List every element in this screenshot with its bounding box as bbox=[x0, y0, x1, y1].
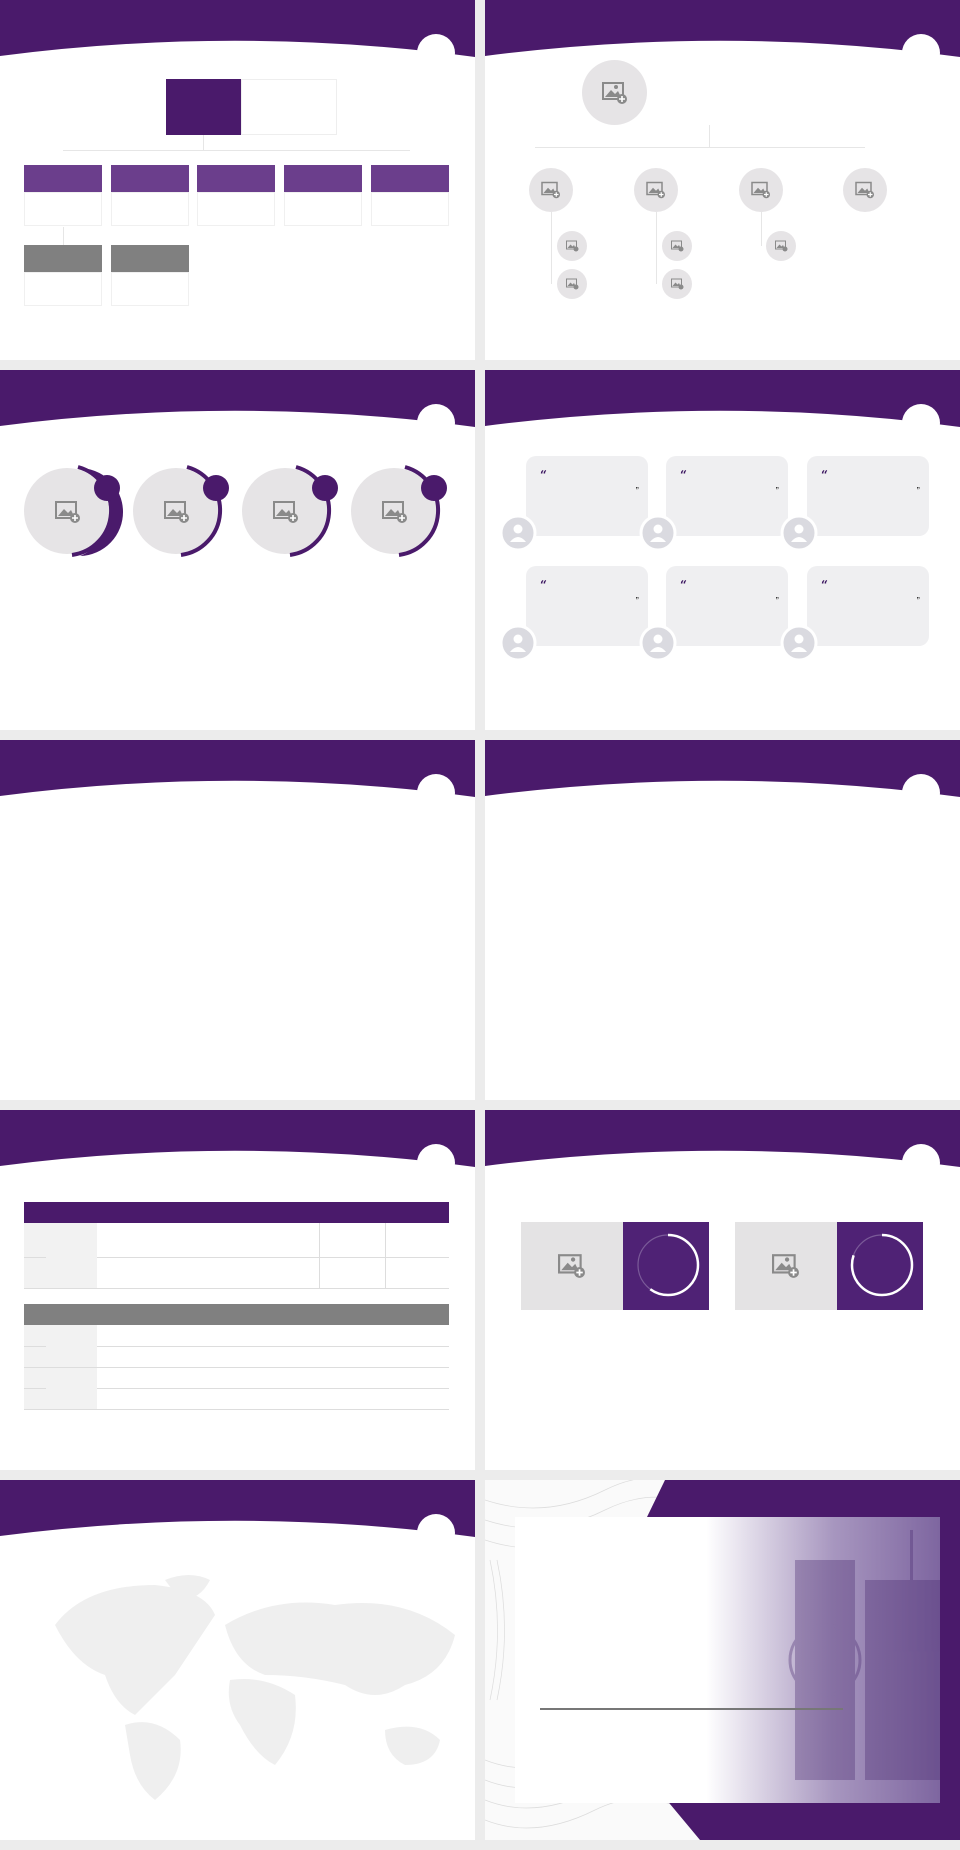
image-placeholder-icon[interactable] bbox=[662, 231, 692, 261]
org-box[interactable] bbox=[24, 165, 102, 226]
close-quote-icon: ” bbox=[775, 487, 780, 494]
open-quote-icon: “ bbox=[540, 578, 547, 592]
slide-26[interactable] bbox=[0, 740, 475, 1100]
role-badge bbox=[203, 475, 229, 501]
org-box[interactable] bbox=[111, 245, 189, 306]
testimonial-card[interactable]: “ ” bbox=[666, 456, 788, 536]
university-logo bbox=[902, 404, 940, 442]
slide-29[interactable] bbox=[485, 1110, 960, 1470]
slide-28[interactable] bbox=[0, 1110, 475, 1470]
image-placeholder-icon[interactable] bbox=[557, 269, 587, 299]
table-row[interactable] bbox=[24, 1388, 449, 1410]
open-quote-icon: “ bbox=[821, 578, 828, 592]
testimonial-card[interactable]: “ ” bbox=[666, 566, 788, 646]
university-logo bbox=[417, 1514, 455, 1552]
close-quote-icon: ” bbox=[775, 597, 780, 604]
close-quote-icon: ” bbox=[916, 487, 921, 494]
open-quote-icon: “ bbox=[821, 468, 828, 482]
profile-circles bbox=[24, 465, 441, 557]
slide-header bbox=[485, 370, 960, 430]
testimonial-card[interactable]: “ ” bbox=[807, 566, 929, 646]
university-logo bbox=[902, 1144, 940, 1182]
progress-ring bbox=[636, 1233, 700, 1297]
data-table-1 bbox=[24, 1202, 449, 1289]
image-placeholder-icon[interactable] bbox=[582, 60, 647, 125]
open-quote-icon: “ bbox=[680, 468, 687, 482]
connector bbox=[535, 147, 865, 148]
slide-thank-you[interactable] bbox=[485, 1480, 960, 1840]
org-top-description bbox=[241, 79, 337, 135]
table-row[interactable] bbox=[24, 1257, 449, 1289]
slide-23[interactable] bbox=[485, 0, 960, 360]
slide-header bbox=[0, 1110, 475, 1170]
slide-header bbox=[485, 740, 960, 800]
leaderboard-bar-chart bbox=[485, 740, 960, 1100]
table-row[interactable] bbox=[24, 1325, 449, 1368]
slide-25[interactable]: “ ” “ ” “ ” “ ” “ ” “ ” bbox=[485, 370, 960, 730]
image-placeholder-icon[interactable] bbox=[766, 231, 796, 261]
image-placeholder-icon[interactable] bbox=[521, 1222, 623, 1310]
university-logo bbox=[417, 774, 455, 812]
org-box[interactable] bbox=[284, 165, 362, 226]
slide-header bbox=[0, 0, 475, 60]
image-placeholder-icon[interactable] bbox=[739, 168, 783, 212]
role-badge bbox=[312, 475, 338, 501]
university-logo bbox=[417, 1144, 455, 1182]
testimonial-card[interactable]: “ ” bbox=[526, 566, 648, 646]
image-placeholder-icon[interactable] bbox=[529, 168, 573, 212]
slide-24[interactable] bbox=[0, 370, 475, 730]
contour-background bbox=[485, 1480, 960, 1840]
org-box[interactable] bbox=[197, 165, 275, 226]
image-placeholder-icon[interactable] bbox=[735, 1222, 837, 1310]
slide-header bbox=[485, 0, 960, 60]
table-row[interactable] bbox=[24, 1223, 449, 1289]
percent-panel bbox=[837, 1222, 923, 1310]
connector bbox=[656, 212, 657, 284]
open-quote-icon: “ bbox=[680, 578, 687, 592]
university-logo bbox=[417, 404, 455, 442]
org-top-box[interactable] bbox=[166, 79, 241, 135]
slide-27[interactable] bbox=[485, 740, 960, 1100]
percent-panel bbox=[623, 1222, 709, 1310]
connector bbox=[761, 212, 762, 246]
university-logo bbox=[902, 34, 940, 72]
divider bbox=[540, 1708, 843, 1710]
close-quote-icon: ” bbox=[635, 487, 640, 494]
avatar-icons bbox=[499, 514, 818, 662]
university-logo bbox=[902, 774, 940, 812]
close-quote-icon: ” bbox=[635, 597, 640, 604]
connector bbox=[63, 227, 64, 245]
connector bbox=[551, 212, 552, 284]
data-table-2 bbox=[24, 1304, 449, 1410]
testimonial-card[interactable]: “ ” bbox=[526, 456, 648, 536]
table-row[interactable] bbox=[24, 1367, 449, 1410]
sales-bar-chart bbox=[0, 740, 475, 1100]
image-placeholder-icon[interactable] bbox=[662, 269, 692, 299]
progress-ring bbox=[850, 1233, 914, 1297]
close-quote-icon: ” bbox=[916, 597, 921, 604]
slide-header bbox=[0, 370, 475, 430]
org-box[interactable] bbox=[371, 165, 449, 226]
image-placeholder-icon[interactable] bbox=[557, 231, 587, 261]
connector bbox=[203, 135, 204, 150]
university-logo bbox=[417, 34, 455, 72]
connector bbox=[63, 150, 410, 151]
image-placeholder-icon[interactable] bbox=[843, 168, 887, 212]
slide-header bbox=[0, 740, 475, 800]
connector bbox=[709, 125, 710, 147]
slide-30[interactable] bbox=[0, 1480, 475, 1840]
org-box[interactable] bbox=[24, 245, 102, 306]
slide-22[interactable] bbox=[0, 0, 475, 360]
world-map-background bbox=[55, 1575, 455, 1800]
slide-header bbox=[0, 1480, 475, 1540]
image-placeholder-icon[interactable] bbox=[634, 168, 678, 212]
org-box[interactable] bbox=[111, 165, 189, 226]
testimonial-card[interactable]: “ ” bbox=[807, 456, 929, 536]
open-quote-icon: “ bbox=[540, 468, 547, 482]
slide-header bbox=[485, 1110, 960, 1170]
role-badge bbox=[94, 475, 120, 501]
table-row[interactable] bbox=[24, 1346, 449, 1368]
role-badge bbox=[421, 475, 447, 501]
